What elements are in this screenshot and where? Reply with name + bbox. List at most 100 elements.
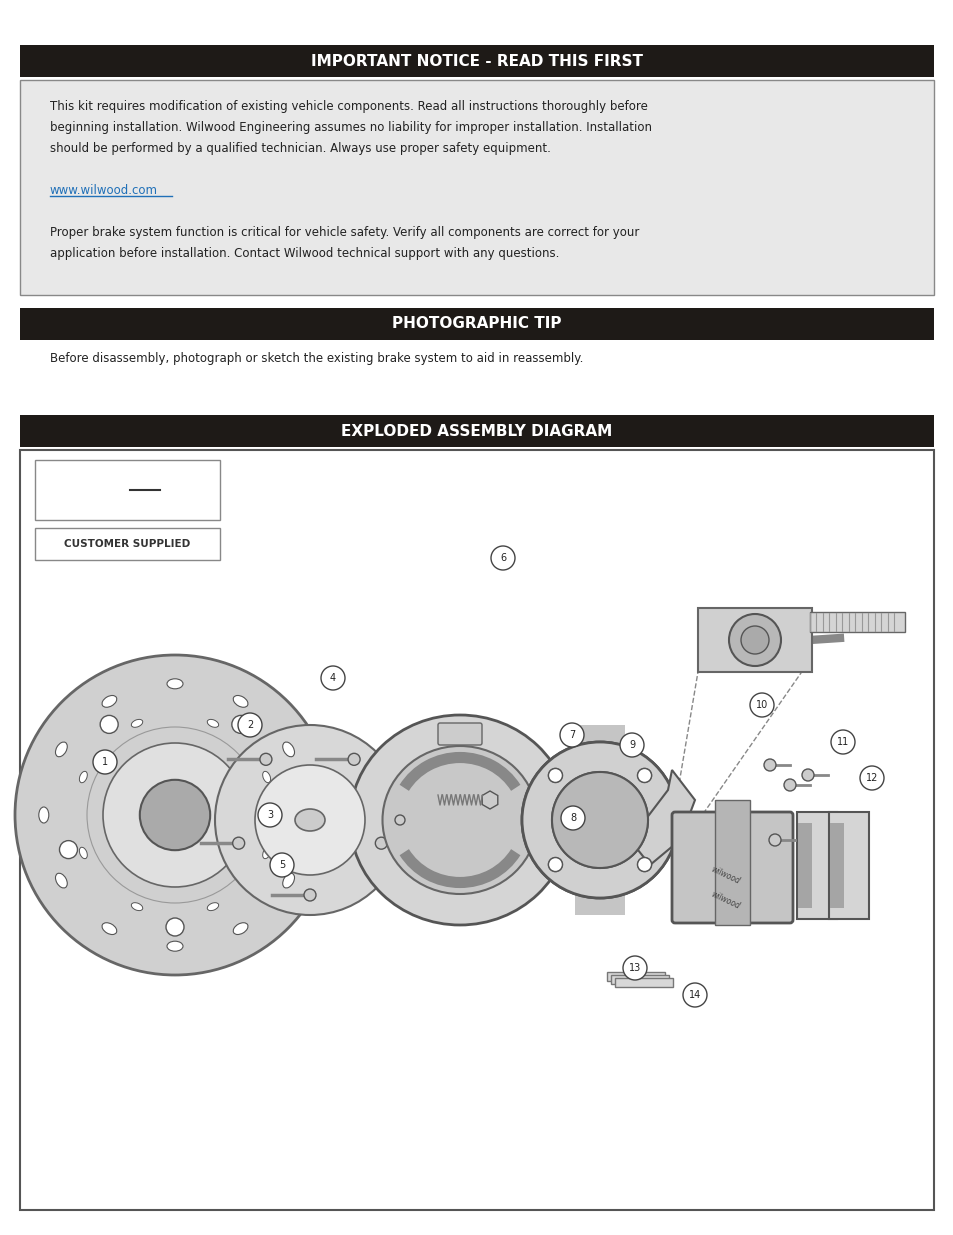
Circle shape (859, 766, 883, 790)
FancyBboxPatch shape (20, 80, 933, 295)
Ellipse shape (382, 746, 537, 894)
Text: PHOTOGRAPHIC TIP: PHOTOGRAPHIC TIP (392, 316, 561, 331)
FancyBboxPatch shape (829, 823, 843, 908)
Circle shape (728, 614, 781, 666)
Text: wilwood: wilwood (708, 889, 740, 910)
Circle shape (237, 713, 262, 737)
Text: 9: 9 (628, 740, 635, 750)
Text: Before disassembly, photograph or sketch the existing brake system to aid in rea: Before disassembly, photograph or sketch… (50, 352, 583, 366)
Text: should be performed by a qualified technician. Always use proper safety equipmen: should be performed by a qualified techn… (50, 142, 550, 156)
Ellipse shape (39, 806, 49, 823)
FancyBboxPatch shape (797, 823, 811, 908)
Text: 3: 3 (267, 810, 273, 820)
Text: 2: 2 (247, 720, 253, 730)
Circle shape (801, 769, 813, 781)
Circle shape (59, 841, 77, 858)
Text: 11: 11 (836, 737, 848, 747)
Circle shape (740, 626, 768, 655)
Circle shape (166, 918, 184, 936)
Ellipse shape (167, 941, 183, 951)
Text: Proper brake system function is critical for vehicle safety. Verify all componen: Proper brake system function is critical… (50, 226, 639, 240)
Circle shape (619, 734, 643, 757)
Circle shape (622, 956, 646, 981)
Circle shape (521, 742, 678, 898)
Circle shape (552, 772, 647, 868)
Text: 5: 5 (278, 860, 285, 869)
Circle shape (521, 742, 678, 898)
FancyBboxPatch shape (606, 972, 664, 981)
Circle shape (637, 857, 651, 872)
Text: CUSTOMER SUPPLIED: CUSTOMER SUPPLIED (64, 538, 191, 550)
FancyBboxPatch shape (437, 722, 481, 745)
Circle shape (548, 857, 562, 872)
FancyBboxPatch shape (671, 811, 792, 923)
FancyBboxPatch shape (35, 529, 220, 559)
Circle shape (103, 743, 247, 887)
Ellipse shape (262, 772, 271, 783)
FancyBboxPatch shape (809, 613, 904, 632)
Circle shape (395, 815, 405, 825)
Ellipse shape (167, 679, 183, 689)
Text: 8: 8 (569, 813, 576, 823)
Circle shape (548, 768, 562, 783)
Circle shape (259, 753, 272, 766)
Circle shape (257, 803, 282, 827)
Text: EXPLODED ASSEMBLY DIAGRAM: EXPLODED ASSEMBLY DIAGRAM (341, 424, 612, 438)
Circle shape (548, 857, 562, 872)
Circle shape (320, 666, 345, 690)
Text: 10: 10 (755, 700, 767, 710)
Circle shape (140, 779, 210, 850)
FancyBboxPatch shape (615, 978, 672, 987)
Circle shape (254, 764, 365, 876)
Text: IMPORTANT NOTICE - READ THIS FIRST: IMPORTANT NOTICE - READ THIS FIRST (311, 53, 642, 68)
Text: wilwood: wilwood (708, 864, 740, 885)
FancyBboxPatch shape (20, 415, 933, 447)
Ellipse shape (79, 772, 88, 783)
Polygon shape (629, 769, 695, 864)
Text: 13: 13 (628, 963, 640, 973)
Circle shape (559, 722, 583, 747)
Circle shape (560, 806, 584, 830)
Circle shape (304, 889, 315, 902)
Circle shape (830, 730, 854, 755)
Circle shape (552, 772, 647, 868)
Text: 12: 12 (865, 773, 878, 783)
Text: 1: 1 (102, 757, 108, 767)
Text: This kit requires modification of existing vehicle components. Read all instruct: This kit requires modification of existi… (50, 100, 647, 112)
FancyBboxPatch shape (35, 459, 220, 520)
Ellipse shape (233, 695, 248, 708)
FancyBboxPatch shape (828, 811, 868, 919)
Text: beginning installation. Wilwood Engineering assumes no liability for improper in: beginning installation. Wilwood Engineer… (50, 121, 651, 135)
Circle shape (637, 857, 651, 872)
FancyBboxPatch shape (575, 725, 624, 915)
Text: 7: 7 (568, 730, 575, 740)
Circle shape (763, 760, 775, 771)
Ellipse shape (102, 695, 116, 708)
Ellipse shape (132, 903, 143, 910)
Ellipse shape (55, 742, 68, 757)
FancyBboxPatch shape (20, 450, 933, 1210)
Circle shape (92, 750, 117, 774)
Ellipse shape (55, 873, 68, 888)
Circle shape (214, 725, 405, 915)
Text: 14: 14 (688, 990, 700, 1000)
Circle shape (270, 853, 294, 877)
Circle shape (749, 693, 773, 718)
Ellipse shape (282, 742, 294, 757)
Ellipse shape (207, 903, 218, 910)
Ellipse shape (79, 847, 88, 858)
FancyBboxPatch shape (610, 974, 668, 984)
Ellipse shape (350, 715, 569, 925)
Circle shape (637, 768, 651, 783)
Circle shape (232, 715, 250, 734)
FancyBboxPatch shape (714, 800, 749, 925)
Ellipse shape (301, 806, 311, 823)
Circle shape (768, 834, 781, 846)
Text: 4: 4 (330, 673, 335, 683)
Circle shape (375, 837, 387, 850)
FancyBboxPatch shape (20, 308, 933, 340)
Circle shape (682, 983, 706, 1007)
FancyBboxPatch shape (698, 608, 811, 672)
FancyBboxPatch shape (20, 44, 933, 77)
Circle shape (15, 655, 335, 974)
